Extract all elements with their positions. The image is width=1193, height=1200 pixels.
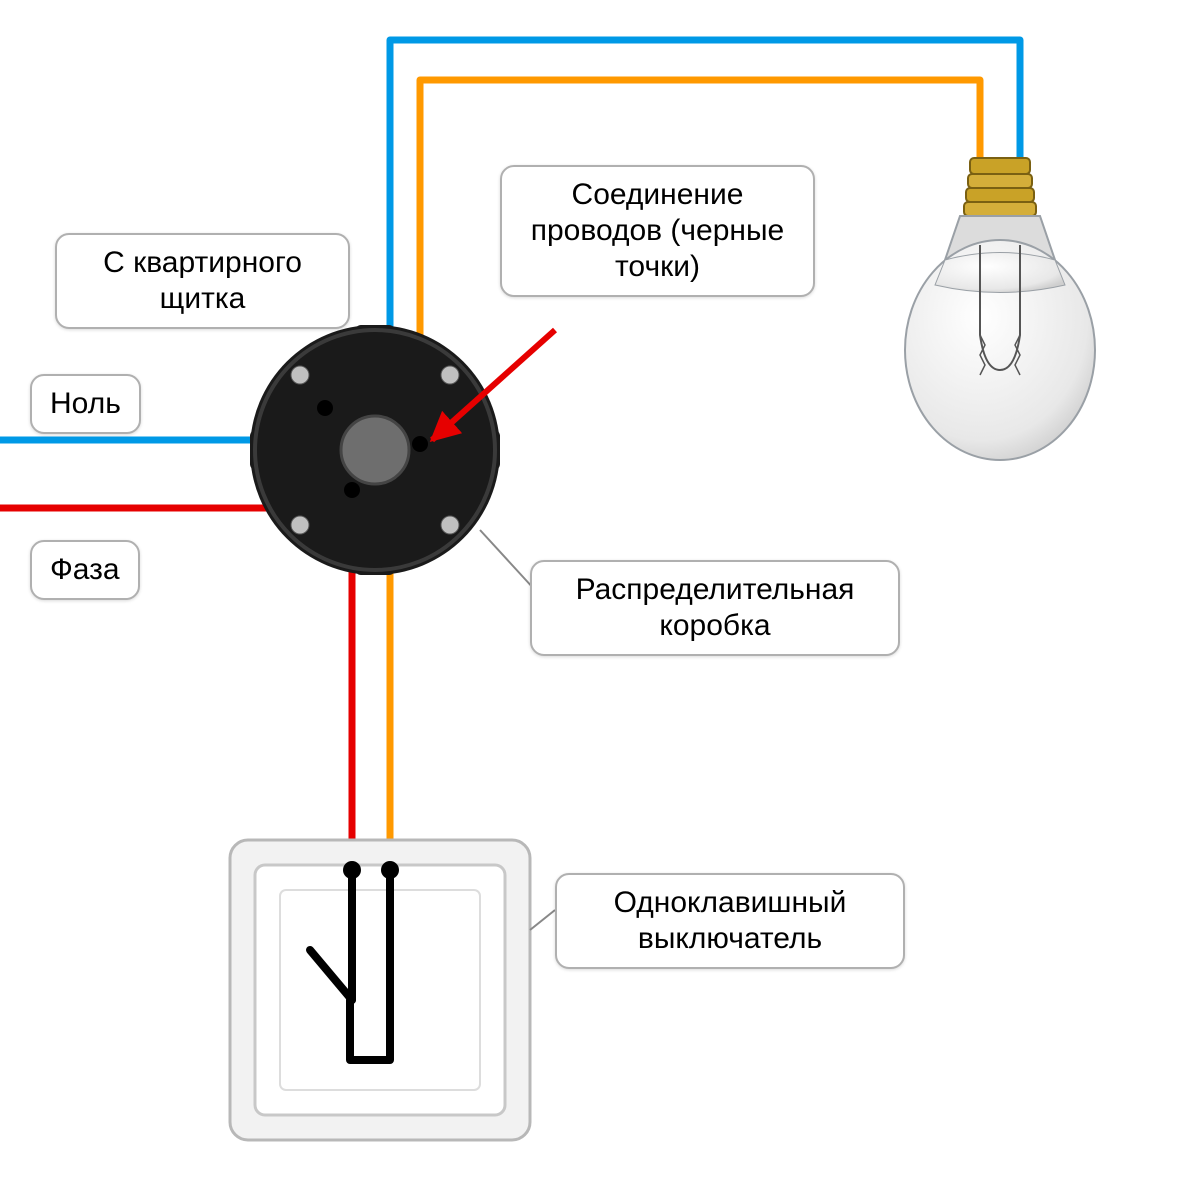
label-neutral: Ноль [30, 374, 141, 434]
arrow-joint-pointer [432, 330, 555, 440]
label-text: Соединение проводов (черные точки) [531, 178, 785, 283]
joint-neutral [317, 400, 333, 416]
label-text: Ноль [50, 387, 121, 420]
leader-switch [530, 910, 555, 930]
joint-switched [412, 436, 428, 452]
wall-switch-icon [230, 840, 530, 1140]
label-junction-box: Распределительная коробка [530, 560, 900, 656]
light-bulb-icon [905, 158, 1095, 460]
label-text: Распределительная коробка [576, 573, 855, 642]
junction-box [250, 325, 500, 575]
label-from-panel: С квартирного щитка [55, 233, 350, 329]
label-text: Фаза [50, 553, 120, 586]
label-phase: Фаза [30, 540, 140, 600]
joint-phase [344, 482, 360, 498]
label-text: С квартирного щитка [103, 246, 302, 315]
label-text: Одноклавишный выключатель [614, 886, 847, 955]
label-wire-joints: Соединение проводов (черные точки) [500, 165, 815, 297]
label-switch: Одноклавишный выключатель [555, 873, 905, 969]
leader-junction-box [480, 530, 535, 590]
